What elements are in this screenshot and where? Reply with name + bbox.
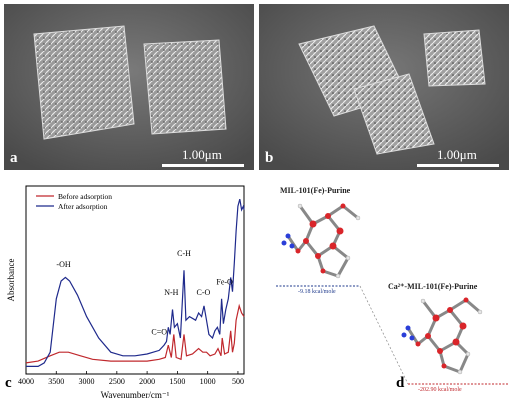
x-axis-label: Wavenumber/cm⁻¹ <box>101 390 170 400</box>
panel-label-c: c <box>5 375 12 391</box>
series-line-before <box>25 303 245 364</box>
panel-label-d: d <box>396 375 405 391</box>
y-axis-label: Absorbance <box>6 259 16 302</box>
sem-image-a-drawing <box>4 4 254 170</box>
top-molecule <box>281 203 361 279</box>
sem-image-b: b 1.00μm <box>259 4 509 170</box>
x-tick-label: 4000 <box>18 377 34 386</box>
x-tick-label: 2000 <box>139 377 155 386</box>
sem-image-a: a 1.00μm <box>4 4 254 170</box>
x-tick-label: 3500 <box>48 377 64 386</box>
peak-annotation: C=O <box>151 327 167 336</box>
x-tick-label: 2500 <box>109 377 125 386</box>
legend-entry: Before adsorption <box>58 192 112 201</box>
bottom-molecule-title: Ca²⁺-MIL-101(Fe)-Purine <box>388 282 478 291</box>
bottom-molecule <box>401 297 483 375</box>
peak-annotation: N-H <box>164 288 178 297</box>
bottom-energy-value: -202.90 kcal/mole <box>418 387 462 393</box>
crystal-5 <box>423 29 486 87</box>
scale-text-b: 1.00μm <box>437 147 477 162</box>
x-tick-label: 500 <box>232 377 244 386</box>
x-tick-label: 1500 <box>169 377 185 386</box>
panel-label-a: a <box>10 150 18 166</box>
top-energy-value: -9.18 kcal/mole <box>298 289 336 295</box>
scale-text-a: 1.00μm <box>182 147 222 162</box>
crystal-4 <box>353 73 435 155</box>
peak-annotation: Fe-O <box>216 278 233 287</box>
series-line-after <box>26 198 245 367</box>
legend-entry: After adsorption <box>58 202 108 211</box>
scale-bar-b <box>417 164 499 167</box>
x-tick-label: 1000 <box>200 377 216 386</box>
crystal-1 <box>33 25 135 140</box>
crystal-2 <box>143 39 227 135</box>
plot-frame <box>25 185 245 375</box>
peak-annotation: C-H <box>177 249 191 258</box>
panel-label-b: b <box>265 150 274 166</box>
molecule-drawings <box>276 203 508 385</box>
molecule-panel: MIL-101(Fe)-Purine <box>268 176 513 411</box>
scale-bar-a <box>162 164 244 167</box>
energy-connector <box>359 285 409 385</box>
top-molecule-title: MIL-101(Fe)-Purine <box>280 186 351 195</box>
peak-annotation: -OH <box>56 260 70 269</box>
peak-annotation: C-O <box>197 288 211 297</box>
x-tick-label: 3000 <box>79 377 95 386</box>
sem-image-b-drawing <box>259 4 509 170</box>
ftir-chart: 4000 3500 3000 2500 2000 1500 1000 500 Wavenumbe… <box>6 185 245 400</box>
